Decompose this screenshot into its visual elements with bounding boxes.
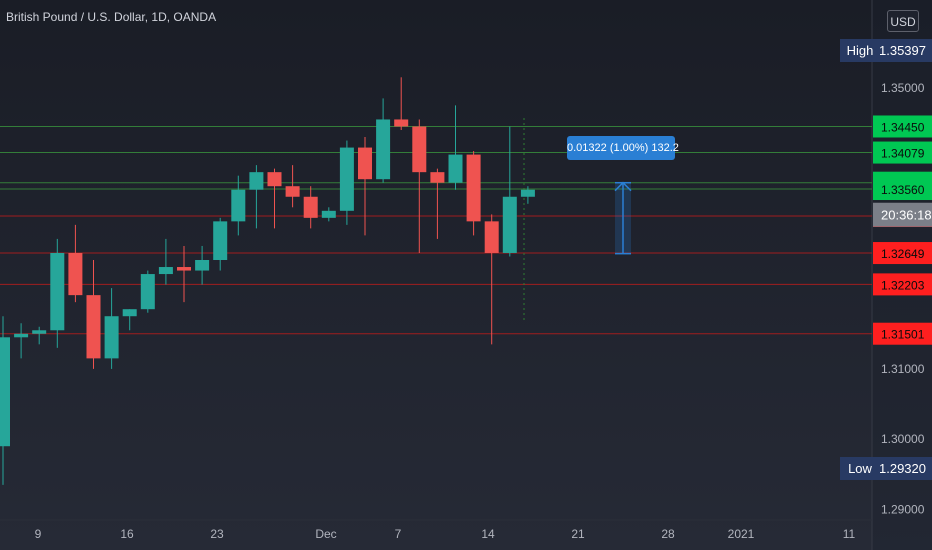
candle-body[interactable] [32, 330, 47, 334]
candle-body[interactable] [231, 189, 246, 222]
candle-body[interactable] [376, 119, 391, 180]
time-tick-label: 2021 [728, 527, 755, 541]
price-label-box [873, 141, 932, 164]
time-tick-label: 28 [661, 527, 675, 541]
candle-body[interactable] [249, 172, 264, 190]
candle-body[interactable] [394, 119, 409, 127]
price-tick-label: 1.31000 [881, 362, 925, 376]
candle-body[interactable] [430, 172, 445, 183]
time-tick-label: 14 [481, 527, 495, 541]
candle-body[interactable] [358, 147, 372, 180]
symbol-title: British Pound / U.S. Dollar, 1D, OANDA [6, 10, 217, 24]
countdown-label: 20:36:18 [881, 208, 932, 223]
price-tick-label: 1.30000 [881, 432, 925, 446]
price-label-box [873, 273, 932, 296]
candle-body[interactable] [484, 221, 499, 253]
low-price-box [873, 457, 932, 480]
candle-body[interactable] [285, 186, 300, 197]
candle-body[interactable] [321, 210, 336, 218]
currency-button[interactable]: USD [887, 10, 919, 32]
price-label-box [873, 178, 932, 201]
price-tick-label: 1.35000 [881, 81, 925, 95]
candle-body[interactable] [195, 260, 210, 271]
candle-body[interactable] [303, 196, 318, 218]
candle-body[interactable] [448, 154, 463, 183]
low-price-value: 1.29320 [879, 461, 926, 476]
candle-body[interactable] [339, 147, 354, 211]
candle-body[interactable] [466, 154, 481, 222]
candle-body[interactable] [86, 295, 101, 359]
time-tick-label: 7 [395, 527, 402, 541]
candle-body[interactable] [412, 126, 427, 173]
time-tick-label: 23 [210, 527, 224, 541]
measure-label: 0.01322 (1.00%) 132.2 [567, 136, 679, 160]
candle-body[interactable] [14, 333, 29, 338]
high-price-value: 1.35397 [879, 43, 926, 58]
candle-body[interactable] [104, 316, 119, 359]
candle-body[interactable] [158, 267, 173, 275]
time-tick-label: 21 [571, 527, 585, 541]
price-label: 1.31501 [881, 328, 925, 342]
high-tag: High [840, 39, 880, 62]
price-tick-label: 1.29000 [881, 502, 925, 516]
price-label-box [873, 242, 932, 265]
time-tick-label: 11 [843, 527, 856, 541]
price-label: 1.32203 [881, 278, 925, 292]
candle-body[interactable] [0, 337, 10, 447]
price-label-box [873, 115, 932, 138]
candle-body[interactable] [50, 252, 65, 331]
time-tick-label: 9 [35, 527, 42, 541]
candle-body[interactable] [267, 172, 282, 187]
candle-body[interactable] [213, 221, 228, 260]
time-tick-label: 16 [120, 527, 134, 541]
candle-body[interactable] [122, 309, 137, 317]
price-label: 1.34450 [881, 120, 925, 134]
time-tick-label: Dec [315, 527, 336, 541]
price-label: 1.34079 [881, 147, 925, 161]
high-price-box [873, 39, 932, 62]
candle-body[interactable] [140, 274, 155, 310]
candle-body[interactable] [68, 252, 83, 296]
price-label: 1.32649 [881, 247, 925, 261]
low-tag: Low [840, 457, 880, 480]
candle-body[interactable] [502, 196, 517, 253]
countdown-box [873, 202, 932, 227]
price-label-box [873, 322, 932, 345]
price-label: 1.33560 [881, 183, 925, 197]
candle-body[interactable] [520, 189, 535, 197]
candle-body[interactable] [177, 267, 191, 271]
